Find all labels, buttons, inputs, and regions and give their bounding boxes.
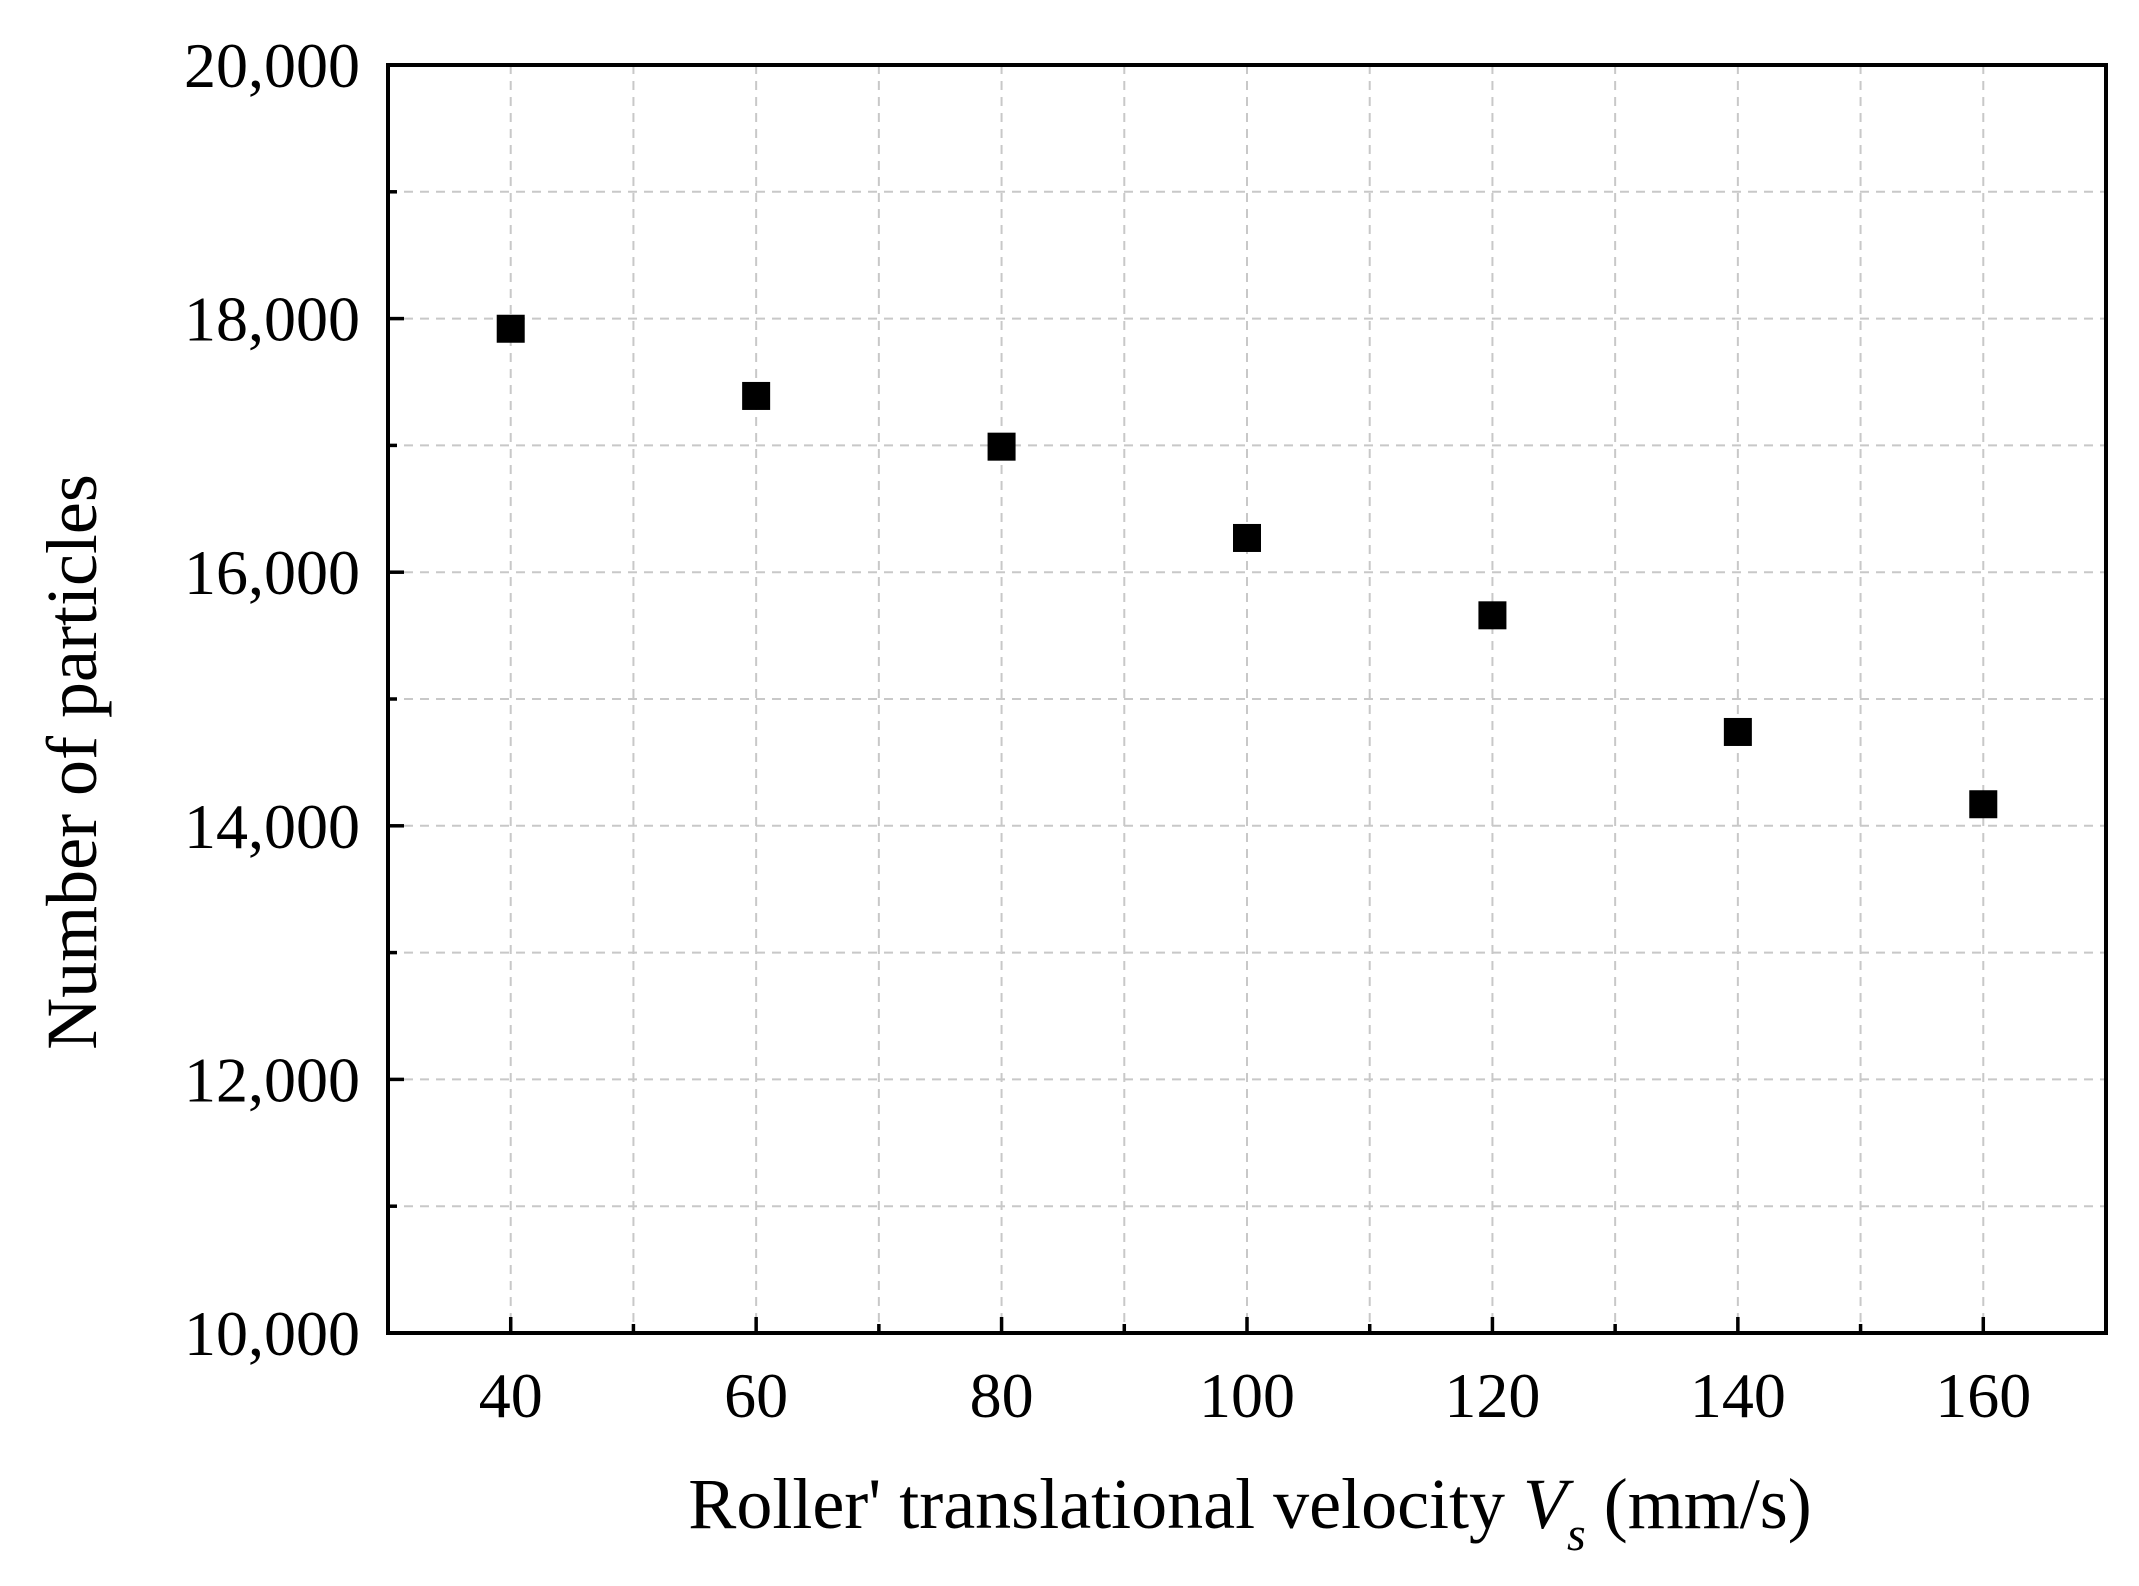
y-tick-label: 14,000: [184, 791, 360, 862]
data-points: [496, 314, 1998, 819]
x-tick-label: 120: [1444, 1360, 1540, 1431]
x-axis-title-subscript: s: [1567, 1508, 1586, 1561]
y-tick-label: 18,000: [184, 284, 360, 355]
x-tick-label: 40: [479, 1360, 543, 1431]
data-point: [496, 314, 525, 343]
tick-layer: [388, 63, 1986, 1335]
x-tick-label: 60: [724, 1360, 788, 1431]
y-tick-label: 16,000: [184, 537, 360, 608]
data-point: [742, 381, 771, 410]
x-axis-title-unit: (mm/s): [1604, 1464, 1812, 1544]
grid-layer: [388, 64, 2106, 1334]
x-axis-title-text: Roller' translational velocity: [688, 1464, 1505, 1544]
y-tick-label: 12,000: [184, 1044, 360, 1115]
y-tick-label: 10,000: [184, 1298, 360, 1369]
x-tick-label: 80: [970, 1360, 1034, 1431]
data-point: [1478, 601, 1507, 630]
y-axis-title: Number of particles: [32, 474, 112, 1050]
data-point: [1233, 523, 1261, 552]
data-point: [1969, 790, 1998, 819]
x-tick-label: 160: [1935, 1360, 2031, 1431]
x-axis-title: Roller' translational velocity Vs (mm/s): [688, 1464, 1811, 1566]
x-axis-title-variable: V: [1523, 1464, 1574, 1544]
data-point: [1723, 717, 1752, 746]
tick-labels: 40 60 80 100 120 140 160 10,000 12,000 14,000 16,0…: [184, 30, 2031, 1431]
x-tick-label: 100: [1199, 1360, 1295, 1431]
data-point: [987, 432, 1016, 461]
plot-frame: [386, 63, 2108, 1335]
x-tick-label: 140: [1690, 1360, 1786, 1431]
y-tick-label: 20,000: [184, 30, 360, 101]
